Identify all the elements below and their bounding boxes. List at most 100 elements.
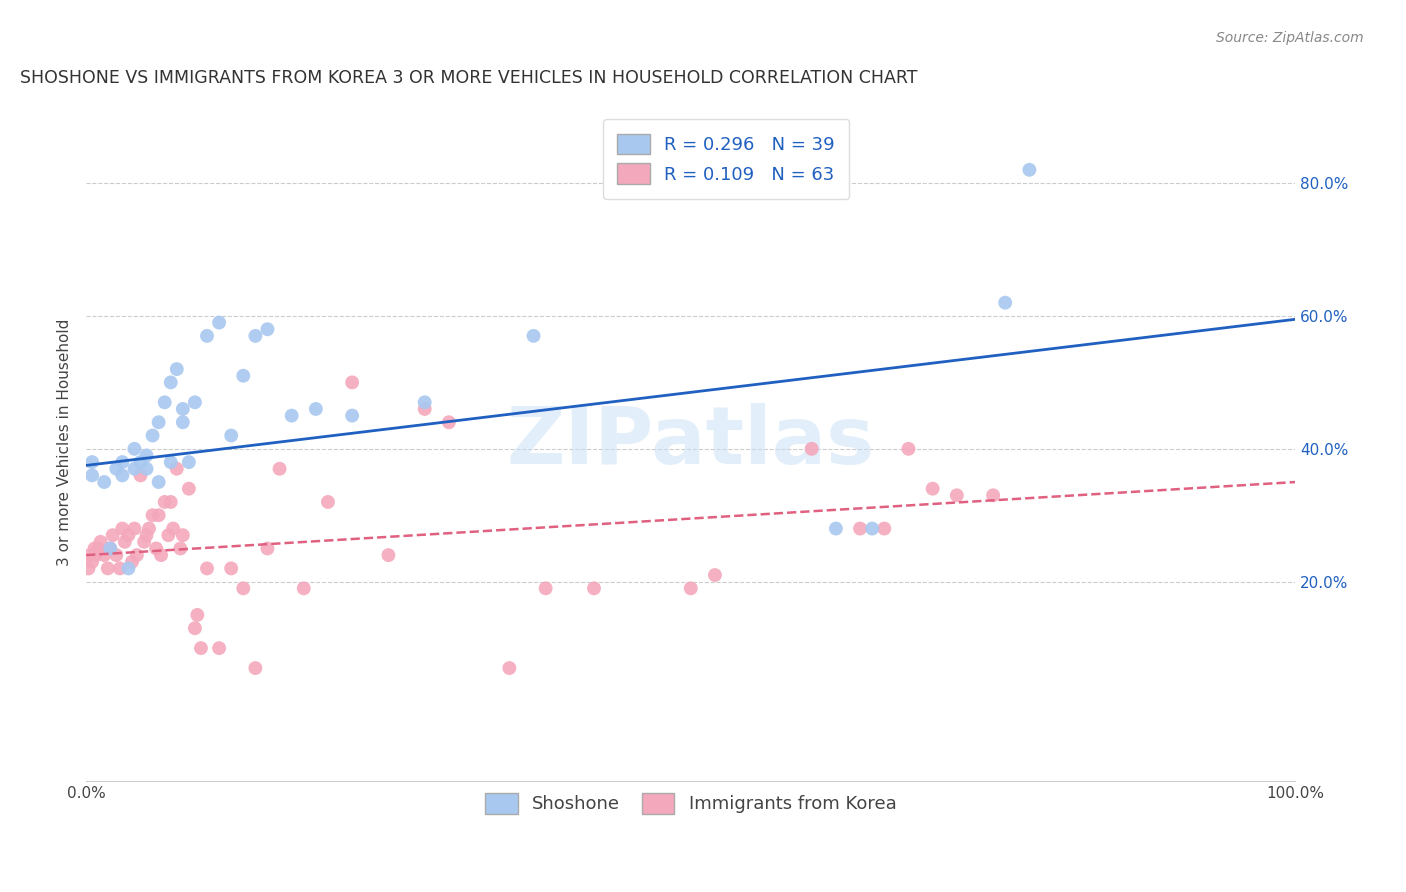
Point (157, 528, 180, 542)
Point (121, 555, 143, 569)
Point (150, 548, 173, 562)
Point (145, 541, 167, 556)
Point (148, 508, 170, 523)
Y-axis label: 3 or more Vehicles in Household: 3 or more Vehicles in Household (58, 318, 72, 566)
Point (124, 462, 146, 476)
Point (82, 468, 104, 483)
Point (97, 561, 120, 575)
Text: Source: ZipAtlas.com: Source: ZipAtlas.com (1216, 31, 1364, 45)
Point (84, 548, 107, 562)
Point (93, 475, 115, 489)
Point (849, 522, 872, 536)
Point (129, 468, 152, 483)
Point (153, 395, 176, 409)
Point (135, 462, 157, 476)
Point (98, 541, 121, 556)
Point (897, 442, 920, 456)
Point (219, 428, 242, 442)
Text: ZIPatlas: ZIPatlas (506, 403, 875, 481)
Point (498, 661, 520, 675)
Point (232, 582, 254, 596)
Point (111, 468, 134, 483)
Point (195, 561, 218, 575)
Point (142, 508, 165, 523)
Point (148, 475, 170, 489)
Point (437, 415, 460, 429)
Point (177, 482, 200, 496)
Point (184, 621, 207, 635)
Point (98, 541, 121, 556)
Point (280, 409, 302, 423)
Point (177, 455, 200, 469)
Point (413, 395, 436, 409)
Point (256, 322, 278, 336)
Point (159, 495, 181, 509)
Point (704, 568, 727, 582)
Point (522, 329, 544, 343)
Point (860, 522, 883, 536)
Point (825, 522, 848, 536)
Point (83, 541, 105, 556)
Point (800, 442, 823, 456)
Point (129, 455, 152, 469)
Point (125, 548, 148, 562)
Point (105, 462, 128, 476)
Point (582, 582, 605, 596)
Point (534, 582, 557, 596)
Point (340, 409, 363, 423)
Point (117, 528, 139, 542)
Point (117, 561, 139, 575)
Point (172, 401, 194, 416)
Point (1018, 162, 1040, 177)
Point (981, 488, 1004, 502)
Point (101, 528, 124, 542)
Point (377, 548, 399, 562)
Point (316, 495, 339, 509)
Point (142, 428, 165, 442)
Point (153, 495, 176, 509)
Point (946, 488, 969, 502)
Point (138, 522, 160, 536)
Point (124, 522, 146, 536)
Point (245, 329, 267, 343)
Point (134, 534, 156, 549)
Text: SHOSHONE VS IMMIGRANTS FROM KOREA 3 OR MORE VEHICLES IN HOUSEHOLD CORRELATION CH: SHOSHONE VS IMMIGRANTS FROM KOREA 3 OR M… (20, 69, 917, 87)
Point (124, 442, 146, 456)
Point (292, 582, 315, 596)
Point (159, 376, 181, 390)
Point (186, 607, 208, 622)
Point (172, 528, 194, 542)
Point (87, 541, 110, 556)
Point (77, 561, 100, 575)
Point (232, 368, 254, 383)
Point (184, 395, 207, 409)
Point (93, 548, 115, 562)
Point (169, 541, 191, 556)
Point (162, 522, 184, 536)
Point (208, 316, 231, 330)
Point (166, 362, 188, 376)
Point (135, 528, 157, 542)
Point (208, 641, 231, 656)
Point (148, 415, 170, 429)
Point (79, 548, 101, 562)
Point (994, 295, 1017, 310)
Point (269, 462, 291, 476)
Point (82, 455, 104, 469)
Point (679, 582, 702, 596)
Point (256, 541, 278, 556)
Point (111, 455, 134, 469)
Point (873, 522, 896, 536)
Point (413, 401, 436, 416)
Point (135, 449, 157, 463)
Point (111, 522, 134, 536)
Point (82, 555, 104, 569)
Point (108, 561, 131, 575)
Point (166, 462, 188, 476)
Point (219, 561, 242, 575)
Legend: Shoshone, Immigrants from Korea: Shoshone, Immigrants from Korea (477, 784, 905, 822)
Point (105, 548, 128, 562)
Point (90, 534, 112, 549)
Point (195, 329, 218, 343)
Point (172, 415, 194, 429)
